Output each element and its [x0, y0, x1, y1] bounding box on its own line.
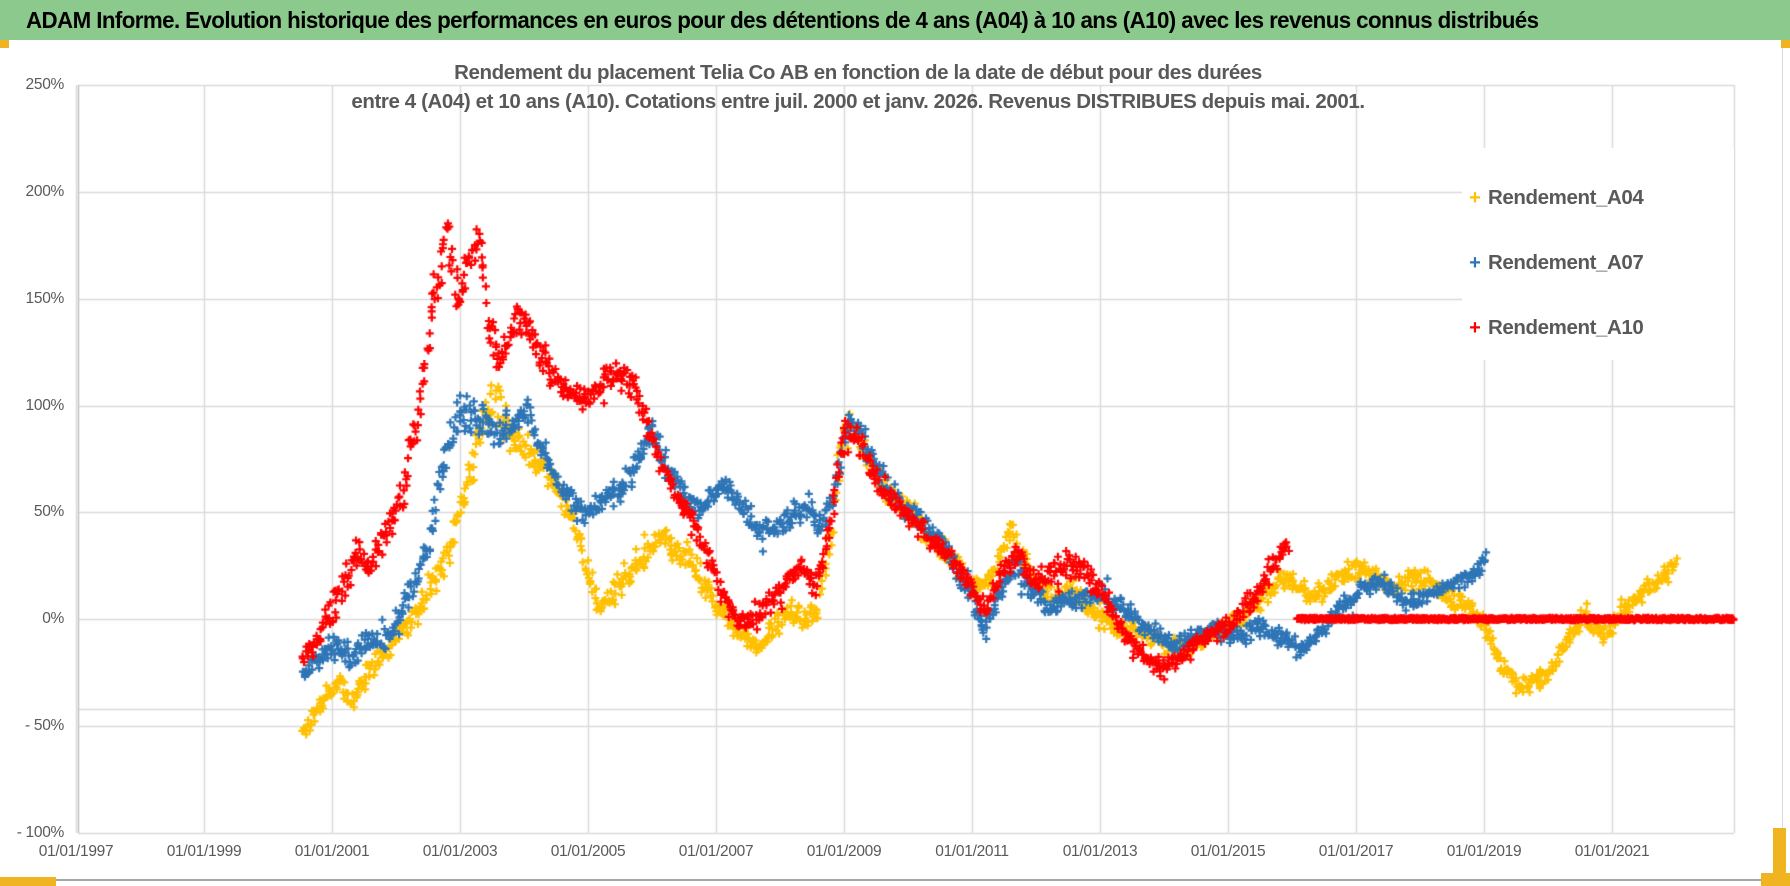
chart-title-line1: Rendement du placement Telia Co AB en fo…: [454, 61, 1262, 84]
y-tick: 100%: [25, 396, 65, 414]
y-tick: - 50%: [25, 716, 64, 734]
legend-marker-a10-icon: +: [1469, 316, 1481, 339]
y-tick: 150%: [25, 289, 65, 307]
x-tick: 01/01/2017: [1318, 843, 1394, 860]
chart-legend: + Rendement_A04 + Rendement_A07 + Rendem…: [1462, 148, 1734, 360]
gold-accent-bottom-right: [1761, 873, 1790, 886]
legend-marker-a07-icon: +: [1469, 252, 1481, 274]
x-tick: 01/01/2021: [1574, 843, 1650, 860]
y-tick: 250%: [25, 76, 65, 94]
x-tick: 01/01/2007: [678, 843, 754, 860]
legend-item-a10: + Rendement_A10: [1462, 295, 1734, 360]
x-tick: 01/01/2009: [806, 843, 882, 860]
gold-accent-bottom-left: [0, 877, 56, 886]
gold-accent-right: [1773, 828, 1786, 886]
x-tick: 01/01/2001: [294, 843, 370, 860]
legend-label-a07: Rendement_A07: [1488, 251, 1644, 274]
chart-title-line2: entre 4 (A04) et 10 ans (A10). Cotations…: [351, 90, 1365, 113]
right-plot-hairline: [1782, 48, 1783, 828]
y-tick: - 100%: [16, 823, 65, 841]
y-tick: 0%: [42, 610, 64, 627]
chart-title: Rendement du placement Telia Co AB en fo…: [78, 58, 1638, 116]
legend-marker-a04-icon: +: [1469, 187, 1481, 210]
x-tick: 01/01/1999: [166, 843, 242, 860]
legend-label-a10: Rendement_A10: [1488, 315, 1644, 339]
x-tick: 01/01/1997: [38, 843, 114, 860]
x-tick: 01/01/2005: [550, 843, 626, 860]
bottom-divider: [0, 879, 1790, 881]
x-tick: 01/01/2019: [1446, 843, 1522, 860]
legend-item-a04: + Rendement_A04: [1462, 166, 1734, 231]
x-tick: 01/01/2011: [935, 843, 1009, 860]
x-tick: 01/01/2003: [422, 843, 498, 860]
legend-label-a04: Rendement_A04: [1488, 186, 1644, 210]
x-tick: 01/01/2013: [1062, 843, 1138, 860]
y-tick: 200%: [25, 183, 65, 200]
x-tick: 01/01/2015: [1190, 843, 1266, 860]
legend-item-a07: + Rendement_A07: [1462, 231, 1734, 296]
y-tick: 50%: [33, 503, 64, 521]
